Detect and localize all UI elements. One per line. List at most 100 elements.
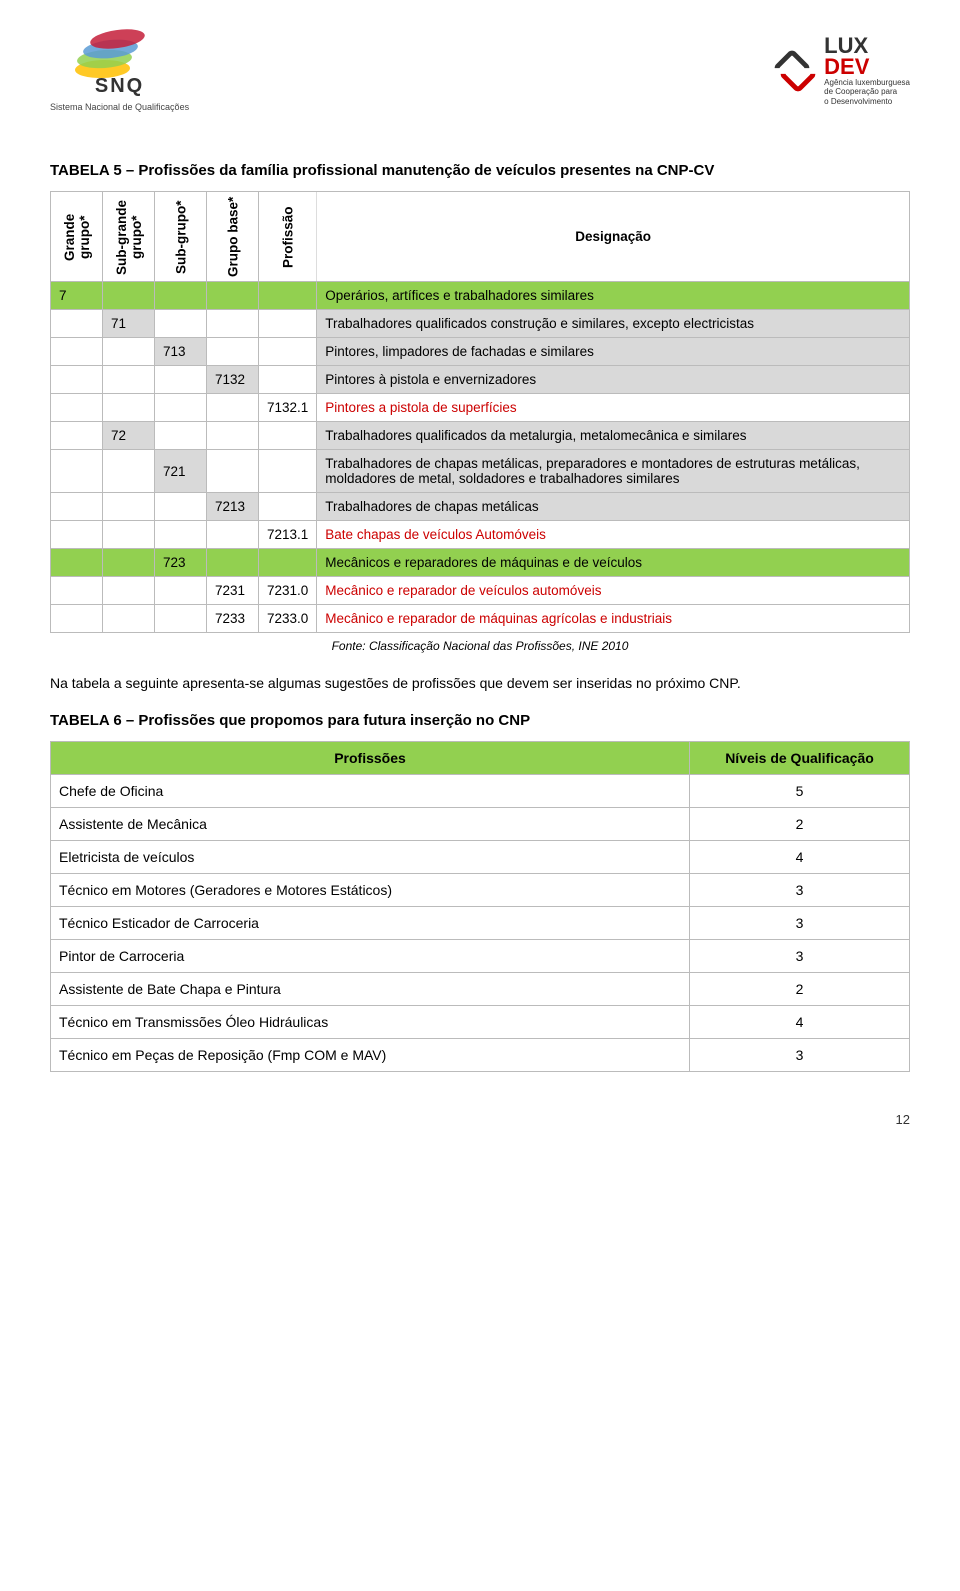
table-row: Assistente de Bate Chapa e Pintura2	[51, 973, 910, 1006]
code-cell: 7233.0	[259, 605, 317, 633]
profession-cell: Chefe de Oficina	[51, 775, 690, 808]
table-row: Assistente de Mecânica2	[51, 808, 910, 841]
code-cell	[155, 521, 207, 549]
code-cell: 713	[155, 338, 207, 366]
table-row: Chefe de Oficina5	[51, 775, 910, 808]
profession-cell: Técnico Esticador de Carroceria	[51, 907, 690, 940]
profession-cell: Técnico em Motores (Geradores e Motores …	[51, 874, 690, 907]
code-cell	[207, 422, 259, 450]
code-cell	[259, 338, 317, 366]
code-cell	[155, 282, 207, 310]
header-logos: SNQ Sistema Nacional de Qualificações LU…	[50, 30, 910, 112]
snq-title: SNQ	[95, 75, 144, 98]
t5-h5: Designação	[317, 192, 910, 282]
table-row: 72337233.0Mecânico e reparador de máquin…	[51, 605, 910, 633]
code-cell	[259, 310, 317, 338]
code-cell	[51, 310, 103, 338]
code-cell	[103, 450, 155, 493]
t5-h1: Sub-grande grupo*	[103, 192, 155, 282]
table-row: 7Operários, artífices e trabalhadores si…	[51, 282, 910, 310]
code-cell	[51, 422, 103, 450]
code-cell: 7213.1	[259, 521, 317, 549]
code-cell	[155, 366, 207, 394]
table-row: 713 Pintores, limpadores de fachadas e si…	[51, 338, 910, 366]
table5-source: Fonte: Classificação Nacional das Profis…	[50, 639, 910, 653]
designation-cell: Bate chapas de veículos Automóveis	[317, 521, 910, 549]
code-cell	[259, 450, 317, 493]
lux-sub1: Agência luxemburguesa	[824, 78, 910, 88]
code-cell	[103, 577, 155, 605]
code-cell	[51, 366, 103, 394]
t5-h3: Grupo base*	[207, 192, 259, 282]
profession-cell: Técnico em Transmissões Óleo Hidráulicas	[51, 1006, 690, 1039]
code-cell	[207, 521, 259, 549]
code-cell	[103, 282, 155, 310]
designation-cell: Pintores, limpadores de fachadas e simil…	[317, 338, 910, 366]
table6: Profissões Níveis de Qualificação Chefe …	[50, 741, 910, 1072]
code-cell	[51, 605, 103, 633]
code-cell: 72	[103, 422, 155, 450]
page-number: 12	[50, 1112, 910, 1127]
snq-subtitle: Sistema Nacional de Qualificações	[50, 102, 189, 112]
code-cell	[103, 338, 155, 366]
code-cell	[103, 549, 155, 577]
code-cell	[103, 493, 155, 521]
code-cell	[103, 366, 155, 394]
code-cell	[155, 493, 207, 521]
level-cell: 3	[690, 907, 910, 940]
designation-cell: Pintores a pistola de superfícies	[317, 394, 910, 422]
profession-cell: Assistente de Bate Chapa e Pintura	[51, 973, 690, 1006]
code-cell	[259, 282, 317, 310]
code-cell	[259, 366, 317, 394]
luxdev-text: LUX DEV Agência luxemburguesa de Coopera…	[824, 36, 910, 107]
code-cell	[207, 310, 259, 338]
code-cell	[155, 394, 207, 422]
code-cell: 7132.1	[259, 394, 317, 422]
profession-cell: Assistente de Mecânica	[51, 808, 690, 841]
code-cell	[207, 338, 259, 366]
logo-luxdev: LUX DEV Agência luxemburguesa de Coopera…	[774, 36, 910, 107]
designation-cell: Trabalhadores de chapas metálicas, prepa…	[317, 450, 910, 493]
code-cell	[103, 394, 155, 422]
code-cell	[207, 549, 259, 577]
code-cell	[51, 394, 103, 422]
level-cell: 2	[690, 808, 910, 841]
profession-cell: Pintor de Carroceria	[51, 940, 690, 973]
t5-h2: Sub-grupo*	[155, 192, 207, 282]
level-cell: 4	[690, 1006, 910, 1039]
table-row: Técnico Esticador de Carroceria3	[51, 907, 910, 940]
table-row: Pintor de Carroceria3	[51, 940, 910, 973]
code-cell	[51, 493, 103, 521]
level-cell: 3	[690, 940, 910, 973]
designation-cell: Operários, artífices e trabalhadores sim…	[317, 282, 910, 310]
profession-cell: Eletricista de veículos	[51, 841, 690, 874]
table5-head: Grande grupo* Sub-grande grupo* Sub-grup…	[51, 192, 910, 282]
designation-cell: Trabalhadores qualificados da metalurgia…	[317, 422, 910, 450]
code-cell: 7233	[207, 605, 259, 633]
code-cell	[103, 605, 155, 633]
code-cell	[51, 577, 103, 605]
code-cell	[207, 450, 259, 493]
table-row: Técnico em Motores (Geradores e Motores …	[51, 874, 910, 907]
level-cell: 2	[690, 973, 910, 1006]
designation-cell: Trabalhadores de chapas metálicas	[317, 493, 910, 521]
code-cell: 71	[103, 310, 155, 338]
designation-cell: Mecânicos e reparadores de máquinas e de…	[317, 549, 910, 577]
logo-snq: SNQ Sistema Nacional de Qualificações	[50, 30, 189, 112]
table5-body: 7Operários, artífices e trabalhadores si…	[51, 282, 910, 633]
dev-text: DEV	[824, 54, 869, 79]
table-row: 7132.1Pintores a pistola de superfícies	[51, 394, 910, 422]
lux-sub2: de Cooperação para	[824, 87, 910, 97]
table-row: 7213.1Bate chapas de veículos Automóveis	[51, 521, 910, 549]
intro-paragraph: Na tabela a seguinte apresenta-se alguma…	[50, 673, 910, 694]
snq-discs-icon	[75, 30, 165, 75]
table-row: 7213Trabalhadores de chapas metálicas	[51, 493, 910, 521]
table-row: 723Mecânicos e reparadores de máquinas e…	[51, 549, 910, 577]
code-cell: 7231	[207, 577, 259, 605]
level-cell: 3	[690, 1039, 910, 1072]
code-cell	[155, 310, 207, 338]
table6-title: TABELA 6 – Profissões que propomos para …	[50, 712, 910, 729]
table-row: Técnico em Transmissões Óleo Hidráulicas…	[51, 1006, 910, 1039]
designation-cell: Mecânico e reparador de veículos automóv…	[317, 577, 910, 605]
table5-title: TABELA 5 – Profissões da família profiss…	[50, 162, 910, 179]
